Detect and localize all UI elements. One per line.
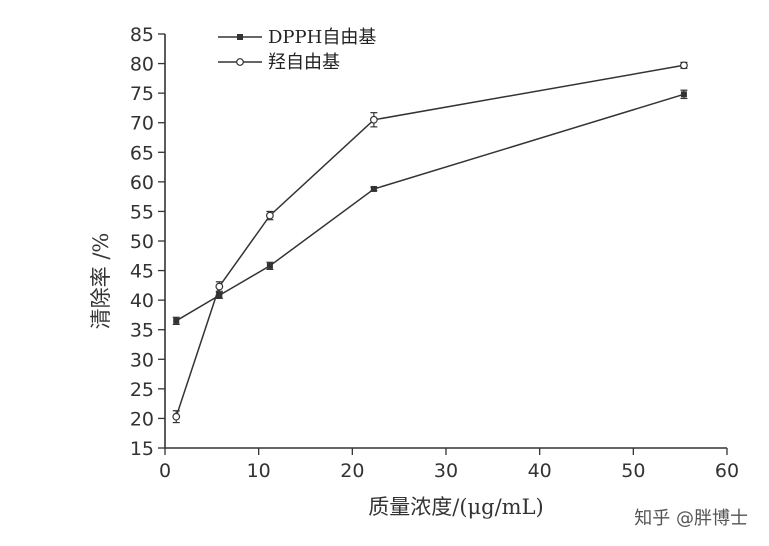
y-tick-label: 55 bbox=[130, 201, 154, 223]
watermark-text: 知乎 @胖博士 bbox=[634, 508, 748, 529]
y-tick-label: 40 bbox=[130, 290, 154, 312]
y-tick-label: 50 bbox=[130, 231, 154, 253]
y-tick-label: 75 bbox=[130, 83, 154, 105]
y-tick-label: 35 bbox=[130, 320, 154, 342]
data-point bbox=[216, 292, 223, 299]
y-tick-label: 85 bbox=[130, 24, 154, 46]
y-tick-label: 25 bbox=[130, 379, 154, 401]
data-point bbox=[266, 262, 273, 269]
y-axis-title: 清除率 /% bbox=[89, 233, 113, 330]
data-point bbox=[266, 211, 274, 220]
x-tick-label: 60 bbox=[715, 460, 739, 482]
ticks: 15 20 25 30 35 40 45 50 55 60 65 70 75 80 85 0 10 20 30 40 5… bbox=[130, 24, 739, 482]
legend: DPPH自由基 羟自由基 bbox=[218, 27, 376, 73]
data-point bbox=[680, 91, 687, 98]
x-axis-title: 质量浓度/(μg/mL) bbox=[368, 495, 544, 519]
series-line-0 bbox=[175, 93, 685, 322]
data-point bbox=[173, 317, 180, 324]
x-tick-label: 0 bbox=[159, 460, 171, 482]
data-point bbox=[370, 185, 377, 192]
y-tick-label: 60 bbox=[130, 172, 154, 194]
legend-marker-hydroxyl bbox=[236, 58, 244, 66]
axes bbox=[164, 34, 727, 449]
y-tick-label: 80 bbox=[130, 54, 154, 76]
legend-marker-dpph bbox=[237, 34, 243, 40]
data-point bbox=[215, 282, 224, 291]
x-tick-label: 10 bbox=[247, 460, 271, 482]
x-tick-label: 30 bbox=[434, 460, 458, 482]
y-tick-label: 30 bbox=[130, 349, 154, 371]
data-point bbox=[680, 61, 688, 70]
x-tick-label: 50 bbox=[621, 460, 645, 482]
data-point bbox=[369, 115, 378, 124]
y-tick-label: 20 bbox=[130, 408, 154, 430]
x-tick-label: 40 bbox=[528, 460, 552, 482]
y-tick-label: 65 bbox=[130, 142, 154, 164]
series-layer bbox=[172, 61, 688, 424]
legend-label-hydroxyl: 羟自由基 bbox=[268, 52, 340, 73]
y-tick-label: 45 bbox=[130, 261, 154, 283]
legend-label-dpph: DPPH自由基 bbox=[268, 27, 376, 48]
y-tick-label: 70 bbox=[130, 113, 154, 135]
y-tick-label: 15 bbox=[130, 438, 154, 460]
x-tick-label: 20 bbox=[340, 460, 364, 482]
data-point bbox=[172, 412, 181, 421]
